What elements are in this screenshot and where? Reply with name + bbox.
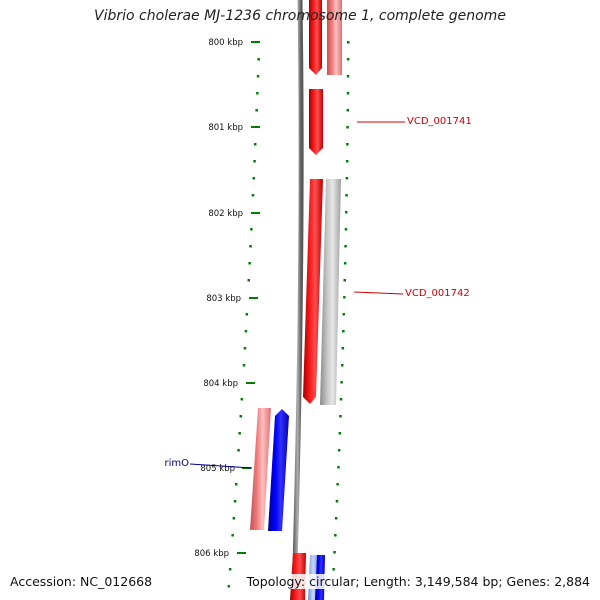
- minor-tick: [232, 517, 236, 520]
- minor-tick: [237, 449, 240, 452]
- minor-tick: [337, 466, 340, 469]
- tick-label: 800 kbp: [208, 38, 243, 48]
- minor-tick: [334, 517, 338, 520]
- minor-tick: [332, 568, 335, 571]
- minor-tick: [341, 364, 344, 367]
- minor-tick: [346, 58, 350, 61]
- minor-tick: [250, 228, 253, 231]
- tick-label: 806 kbp: [194, 549, 229, 559]
- minor-tick: [340, 381, 343, 384]
- minor-tick: [255, 109, 258, 112]
- minor-tick: [243, 347, 247, 350]
- minor-tick: [346, 126, 349, 129]
- minor-tick: [249, 245, 252, 248]
- minor-tick: [239, 415, 242, 418]
- label-leader-line: [189, 463, 253, 469]
- minor-tick: [252, 177, 255, 180]
- outer-tick-ruler: [331, 41, 350, 588]
- minor-tick: [240, 398, 244, 401]
- minor-tick: [342, 313, 346, 316]
- tick-label: 804 kbp: [203, 379, 238, 389]
- minor-tick: [251, 194, 255, 197]
- inner-tick-ruler: [227, 58, 260, 588]
- minor-tick: [338, 432, 342, 435]
- gene-label-vcd-001741[interactable]: VCD_001741: [407, 116, 472, 127]
- minor-tick: [238, 432, 241, 435]
- minor-tick: [346, 75, 350, 78]
- minor-tick: [245, 313, 249, 316]
- minor-tick: [335, 500, 339, 503]
- minor-tick: [346, 109, 349, 112]
- minor-tick: [228, 568, 232, 571]
- tick-label: 805 kbp: [200, 464, 235, 474]
- gene-label-vcd-001742[interactable]: VCD_001742: [405, 288, 470, 299]
- minor-tick: [345, 194, 348, 197]
- chromosome-backbone: [291, 0, 304, 600]
- minor-tick: [333, 551, 336, 554]
- minor-tick: [254, 143, 257, 146]
- minor-tick: [344, 228, 348, 231]
- gene-arrow[interactable]: [303, 179, 323, 404]
- major-ticks: 800 kbp 801 kbp 802 kbp 803 kbp 804 kbp …: [194, 38, 260, 559]
- label-leader-line: [353, 291, 404, 295]
- tick-label: 802 kbp: [208, 209, 243, 219]
- minor-tick: [334, 534, 337, 537]
- tick-label: 801 kbp: [208, 123, 243, 133]
- minor-tick: [344, 245, 347, 248]
- map-title: Vibrio cholerae MJ-1236 chromosome 1, co…: [94, 8, 506, 24]
- minor-tick: [256, 92, 259, 95]
- minor-tick: [337, 449, 341, 452]
- gene-arrow[interactable]: [327, 0, 342, 75]
- minor-tick: [336, 483, 339, 486]
- gene-arrow[interactable]: [268, 409, 289, 531]
- minor-tick: [343, 279, 346, 282]
- minor-tick: [235, 483, 238, 486]
- minor-tick: [341, 347, 345, 350]
- gene-arrow[interactable]: [320, 179, 341, 405]
- gene-arrow[interactable]: [250, 408, 271, 530]
- minor-tick: [253, 160, 256, 163]
- minor-tick: [231, 534, 234, 537]
- gene-arrow[interactable]: [309, 0, 322, 75]
- minor-tick: [242, 364, 246, 367]
- minor-tick: [347, 41, 350, 44]
- genome-summary-text: Topology: circular; Length: 3,149,584 bp…: [246, 574, 590, 589]
- tick-label: 803 kbp: [206, 294, 241, 304]
- minor-tick: [227, 585, 231, 588]
- minor-tick: [345, 177, 349, 180]
- minor-tick: [256, 75, 260, 78]
- minor-tick: [339, 398, 343, 401]
- gene-label-rimo[interactable]: rimO: [164, 458, 189, 469]
- minor-tick: [248, 262, 251, 265]
- minor-tick: [346, 143, 349, 146]
- minor-tick: [257, 58, 260, 61]
- minor-tick: [345, 211, 348, 214]
- minor-tick: [343, 296, 346, 299]
- gene-arrow[interactable]: [309, 89, 323, 155]
- minor-tick: [247, 279, 250, 282]
- minor-tick: [346, 92, 350, 95]
- minor-tick: [233, 500, 237, 503]
- minor-tick: [339, 415, 342, 418]
- minor-tick: [342, 330, 345, 333]
- accession-text: Accession: NC_012668: [10, 574, 153, 589]
- minor-tick: [345, 160, 349, 163]
- minor-tick: [244, 330, 248, 333]
- minor-tick: [343, 262, 347, 265]
